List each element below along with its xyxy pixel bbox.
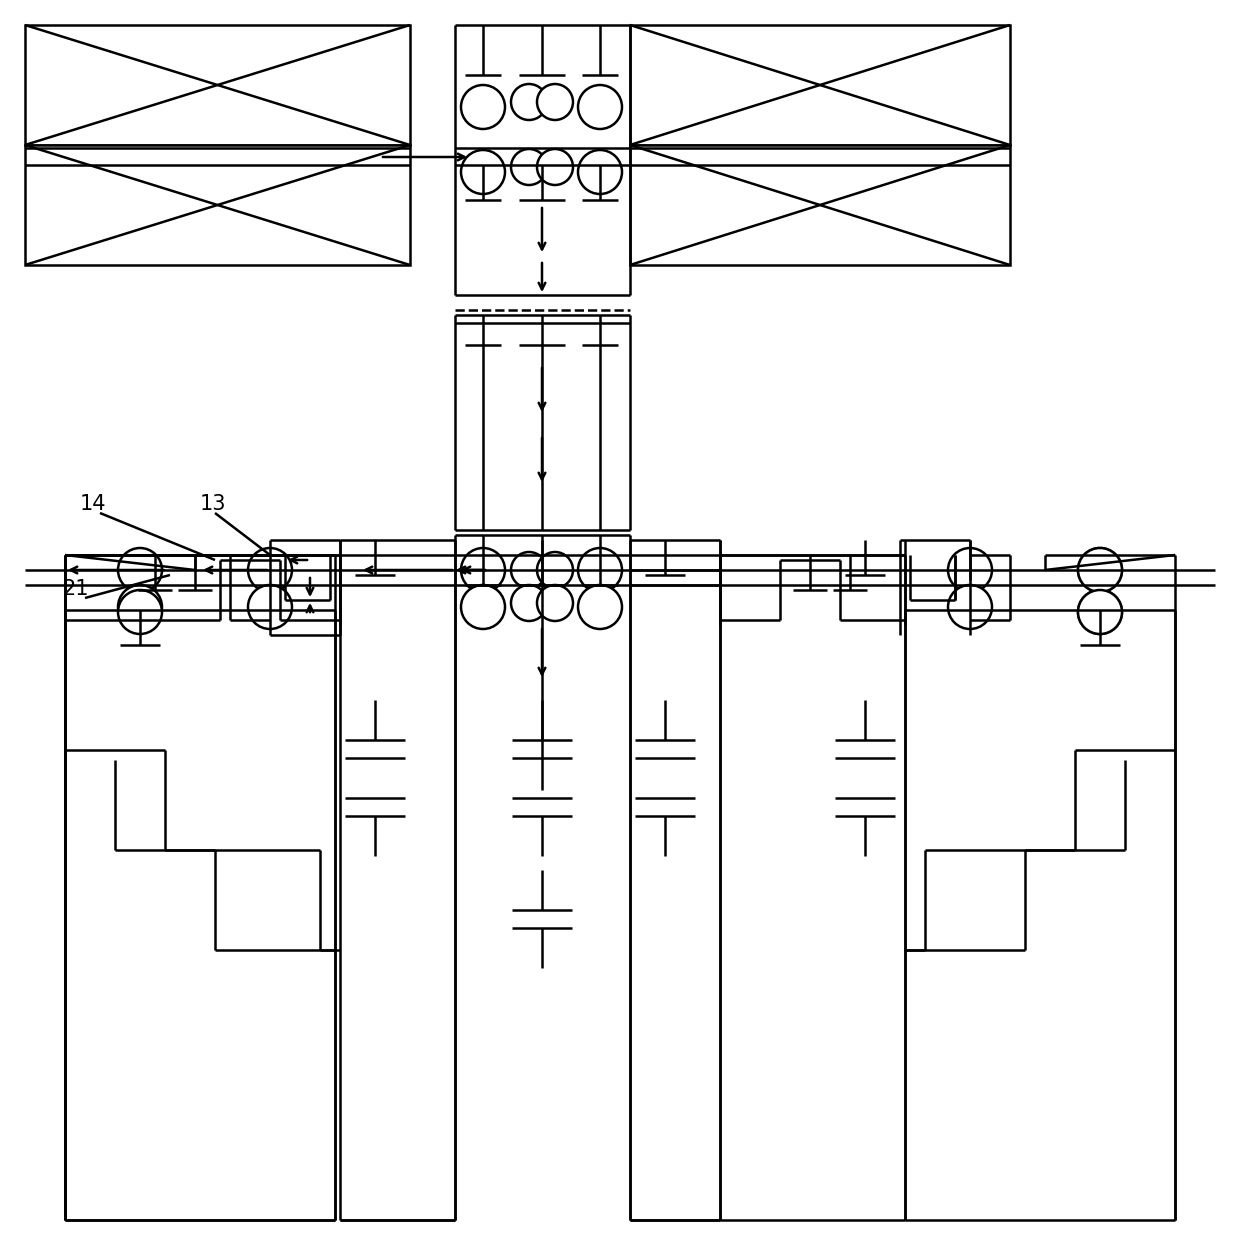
Circle shape bbox=[537, 84, 573, 120]
Circle shape bbox=[578, 585, 622, 629]
Circle shape bbox=[461, 84, 505, 129]
Circle shape bbox=[1078, 589, 1122, 634]
Circle shape bbox=[461, 549, 505, 592]
Text: 14: 14 bbox=[81, 494, 107, 514]
Circle shape bbox=[578, 150, 622, 194]
Circle shape bbox=[461, 585, 505, 629]
Bar bbox=[630, 25, 1011, 145]
Circle shape bbox=[118, 549, 162, 592]
Circle shape bbox=[537, 552, 573, 588]
Circle shape bbox=[1078, 589, 1122, 634]
Bar bbox=[25, 25, 410, 145]
Circle shape bbox=[578, 549, 622, 592]
Circle shape bbox=[511, 84, 547, 120]
Circle shape bbox=[1078, 549, 1122, 592]
Circle shape bbox=[949, 585, 992, 629]
Circle shape bbox=[537, 585, 573, 620]
Text: 21: 21 bbox=[62, 580, 88, 599]
Bar bbox=[630, 145, 1011, 266]
Circle shape bbox=[461, 150, 505, 194]
Circle shape bbox=[511, 585, 547, 620]
Bar bbox=[25, 145, 410, 266]
Circle shape bbox=[511, 149, 547, 185]
Circle shape bbox=[118, 585, 162, 629]
Circle shape bbox=[248, 585, 291, 629]
Circle shape bbox=[511, 552, 547, 588]
Circle shape bbox=[537, 149, 573, 185]
Circle shape bbox=[578, 84, 622, 129]
Circle shape bbox=[118, 589, 162, 634]
Text: 13: 13 bbox=[200, 494, 227, 514]
Circle shape bbox=[1078, 549, 1122, 592]
Circle shape bbox=[248, 549, 291, 592]
Circle shape bbox=[949, 549, 992, 592]
